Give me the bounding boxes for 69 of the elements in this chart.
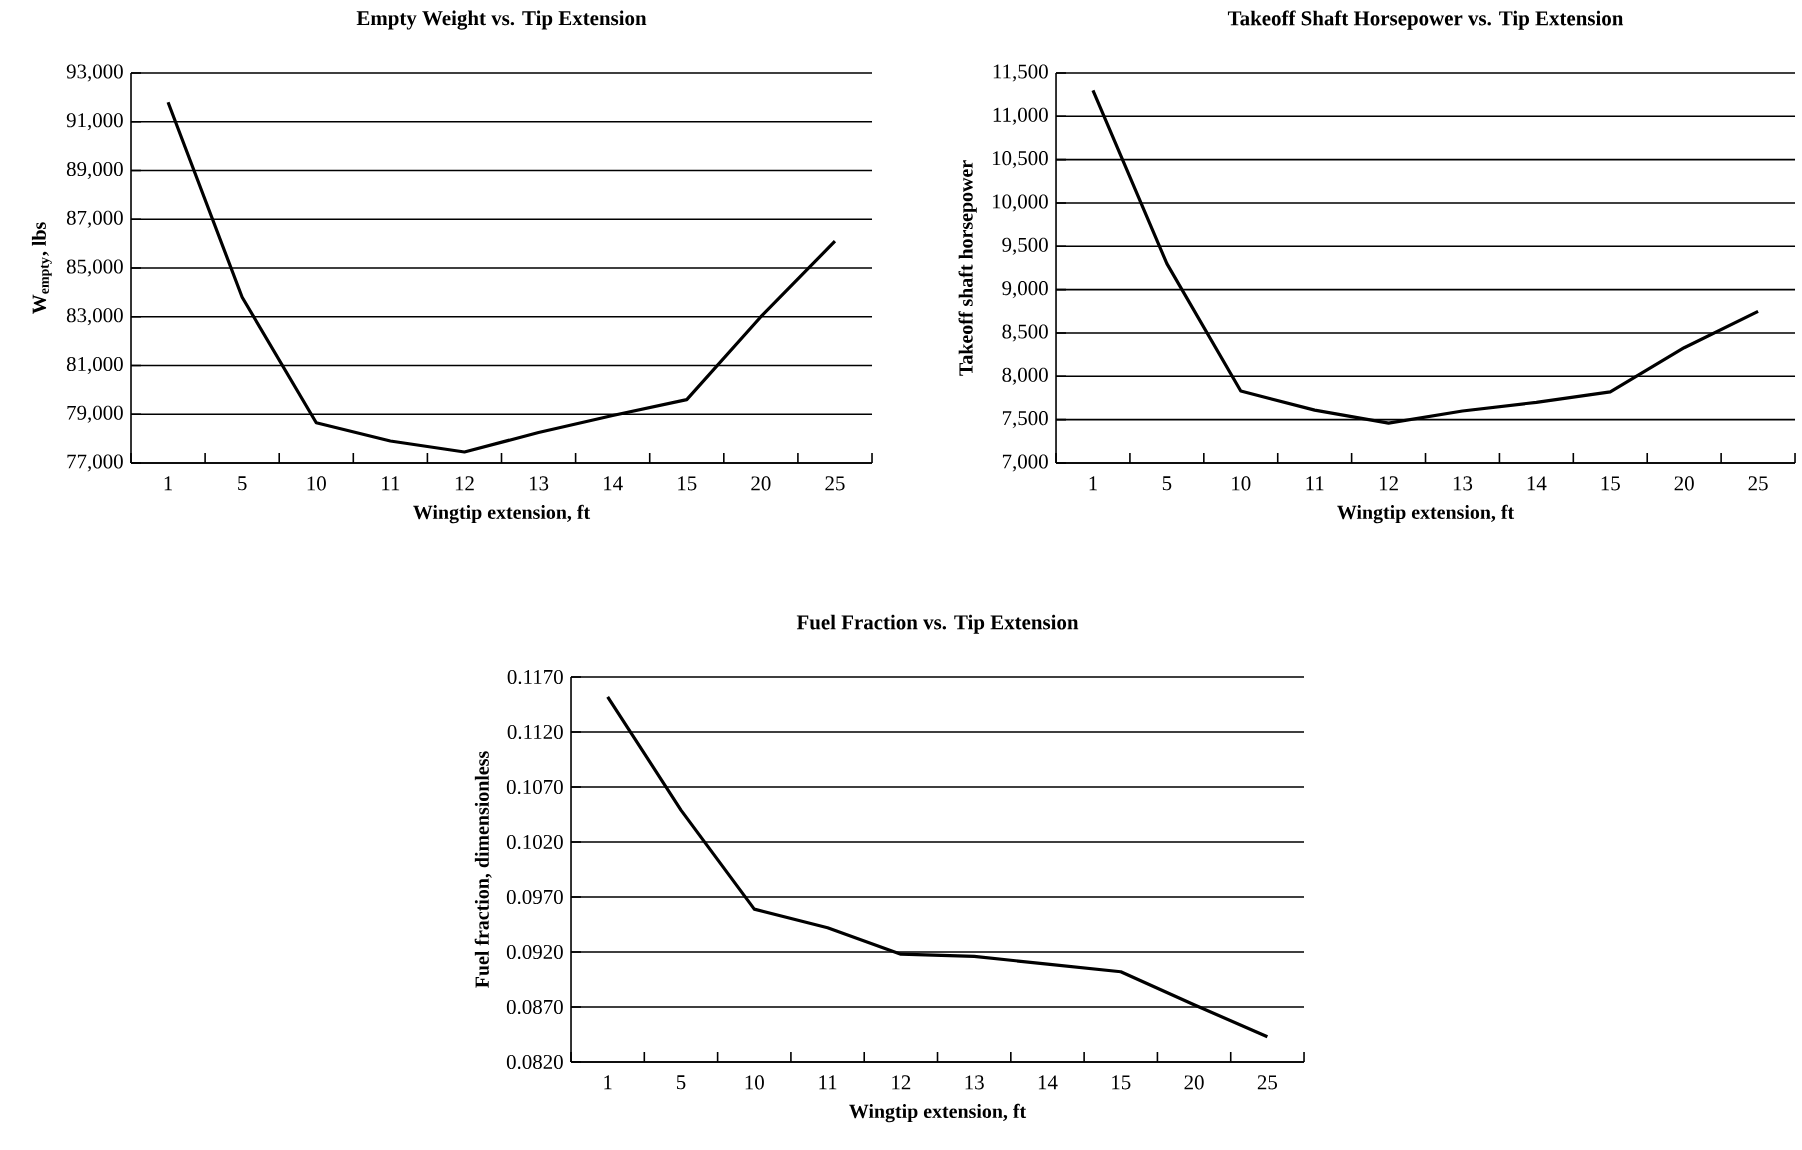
y-tick-label: 11,000 [993,107,1048,125]
y-tick-label: 0.0970 [506,889,563,905]
y-tick-label: 8,000 [1002,367,1048,385]
x-tick-label: 11 [382,476,400,491]
x-tick-label: 10 [307,476,326,491]
line-series [606,695,1269,1039]
y-axis-title: W$_{empty}$, lbs [31,222,52,314]
y-tick-label: 89,000 [66,161,123,180]
x-tick-label: 15 [678,476,697,491]
x-tick-label: 1 [604,1075,612,1090]
x-tick-label: 13 [1453,476,1473,491]
x-tick-label: 12 [892,1075,911,1090]
y-tick-label: 8,500 [1002,324,1048,342]
y-tick-label: 93,000 [66,64,123,82]
x-axis-title: Wingtip extension, ft [849,1103,1027,1123]
x-tick-label: 25 [1257,1075,1277,1090]
y-tick-label: 0.0920 [506,944,563,960]
x-tick-label: 1 [1089,476,1097,491]
y-tick-label: 0.1170 [507,669,563,685]
y-axis-title: Fuel fraction, dimensionless [474,751,492,988]
x-axis-title: Wingtip extension, ft [1337,504,1515,524]
x-tick-label: 25 [1748,476,1768,491]
x-tick-label: 5 [238,476,247,491]
y-tick-label: 10,000 [992,194,1048,212]
y-tick-label: 9,500 [1002,237,1048,255]
y-tick-label: 0.1120 [507,724,563,740]
x-tick-label: 11 [1306,476,1324,491]
y-tick-label: 11,500 [993,64,1048,82]
x-tick-label: 10 [745,1075,764,1090]
x-tick-label: 14 [1038,1075,1058,1090]
chart-title: Fuel Fraction vs. Tip Extension [796,614,1079,634]
y-tick-label: 83,000 [66,308,123,326]
y-tick-label: 0.1020 [506,834,563,850]
y-tick-label: 9,000 [1002,281,1048,299]
x-tick-label: 20 [1184,1075,1204,1090]
x-tick-label: 14 [1527,476,1547,491]
x-tick-label: 12 [1379,476,1398,491]
y-axis-title: Takeoff shaft horsepower [958,160,977,376]
x-tick-label: 20 [1674,476,1694,491]
x-tick-label: 13 [965,1075,984,1090]
line-series [1091,88,1760,425]
x-tick-label: 10 [1232,476,1251,491]
y-tick-label: 77,000 [67,454,123,472]
y-tick-label: 10,500 [992,151,1048,169]
y-tick-label: 85,000 [66,259,123,277]
x-tick-label: 5 [1162,476,1172,491]
x-tick-label: 13 [529,476,549,491]
y-tick-label: 0.0820 [506,1054,563,1070]
y-tick-label: 87,000 [66,210,123,228]
y-tick-label: 7,000 [1002,454,1048,472]
x-tick-label: 15 [1601,476,1620,491]
x-tick-label: 12 [455,476,474,491]
x-tick-label: 25 [825,476,845,491]
x-axis-title: Wingtip extension, ft [413,504,591,524]
chart-title: Empty Weight vs. Tip Extension [356,10,647,30]
y-tick-label: 79,000 [67,405,123,423]
line-series [166,100,837,454]
y-tick-label: 0.1070 [506,779,563,795]
y-tick-label: 7,500 [1002,411,1048,429]
x-tick-label: 15 [1112,1075,1131,1090]
x-tick-label: 14 [604,476,623,491]
x-tick-label: 11 [819,1075,837,1090]
y-tick-label: 81,000 [66,356,123,375]
x-tick-label: 5 [676,1075,686,1090]
x-tick-label: 20 [751,476,771,491]
y-tick-label: 0.0870 [506,999,563,1015]
chart-title: Takeoff Shaft Horsepower vs. Tip Extension [1227,10,1624,30]
y-tick-label: 91,000 [66,113,123,131]
x-tick-label: 1 [164,476,173,491]
